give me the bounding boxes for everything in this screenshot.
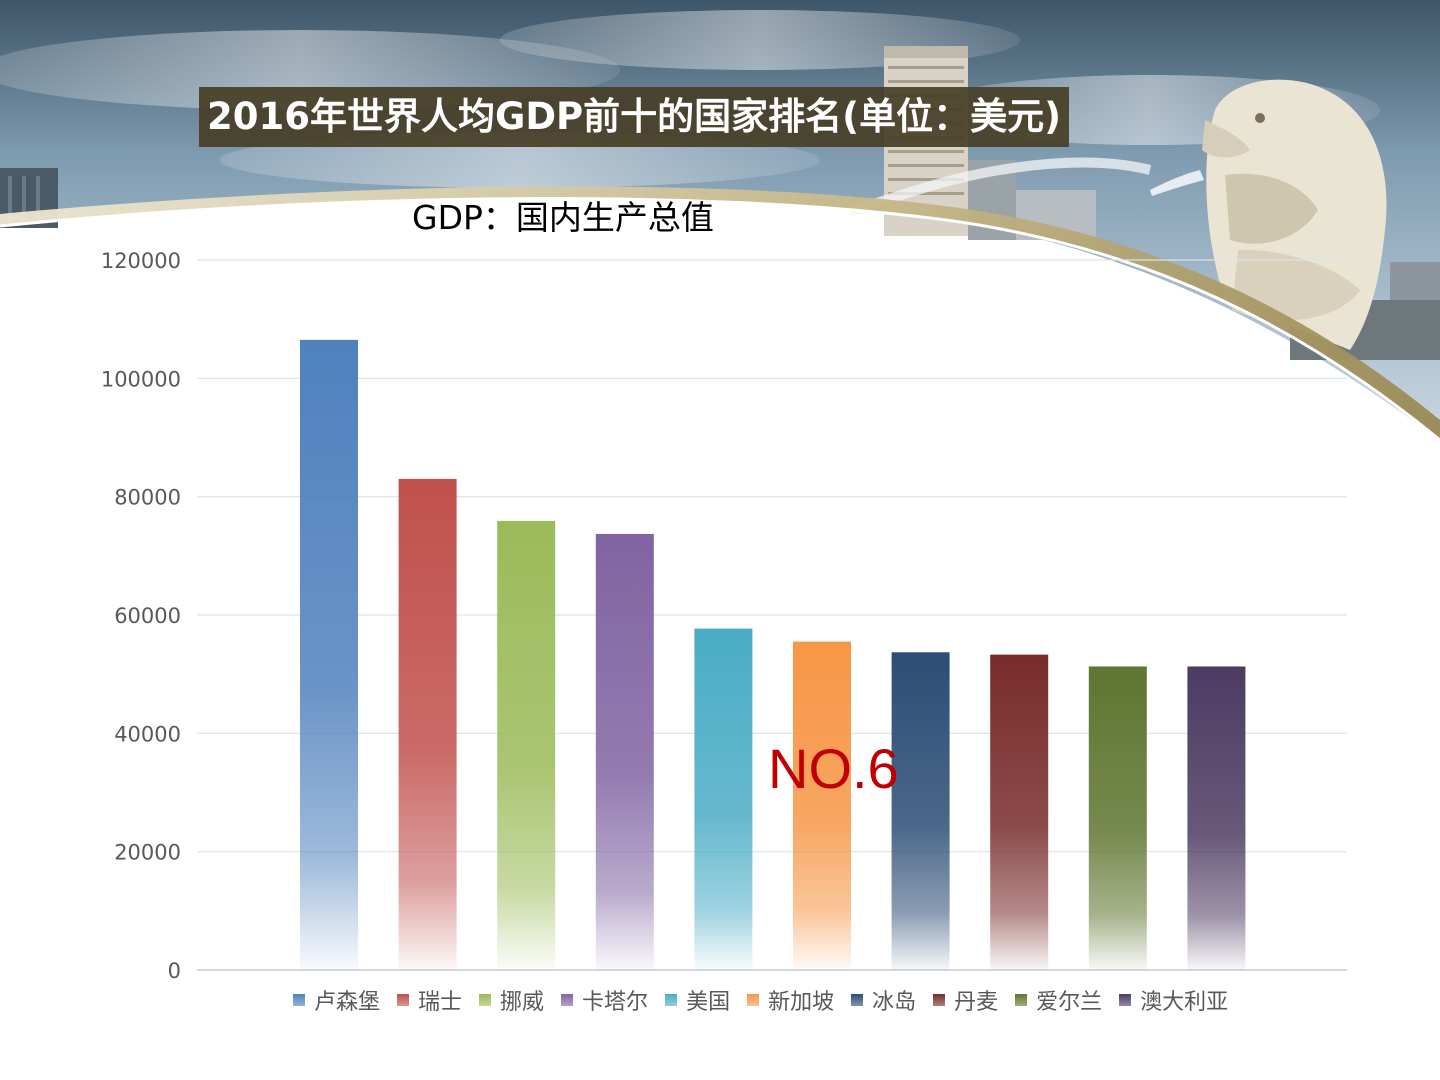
legend-item: 新加坡 xyxy=(747,984,834,1016)
legend-item: 卡塔尔 xyxy=(561,984,648,1016)
legend-label: 丹麦 xyxy=(954,990,999,1015)
legend-label: 卡塔尔 xyxy=(582,990,649,1015)
legend-label: 新加坡 xyxy=(768,990,835,1015)
bar-8 xyxy=(990,654,1049,970)
legend-swatch xyxy=(293,994,305,1006)
y-tick-label: 80000 xyxy=(114,486,181,510)
y-tick-label: 20000 xyxy=(114,841,181,865)
legend-item: 挪威 xyxy=(479,984,544,1016)
bar-5 xyxy=(694,628,753,970)
legend-label: 卢森堡 xyxy=(314,990,381,1015)
background-photo xyxy=(0,0,1440,440)
bar-1 xyxy=(300,339,358,970)
legend-label: 澳大利亚 xyxy=(1140,990,1229,1015)
highlight-rank-label: NO.6 xyxy=(768,737,899,800)
legend-item: 冰岛 xyxy=(851,984,916,1016)
chart-legend: 卢森堡 瑞士 挪威 卡塔尔 美国 新加坡 冰岛 丹麦 爱尔兰 澳大利亚 xyxy=(293,984,1245,1016)
bar-10 xyxy=(1187,666,1246,970)
chart-gridlines xyxy=(197,259,1347,971)
decorative-swoosh xyxy=(0,186,1440,442)
chart-bars xyxy=(300,339,1246,970)
legend-item: 卢森堡 xyxy=(293,984,380,1016)
y-tick-label: 0 xyxy=(168,959,181,983)
bar-3 xyxy=(497,520,556,970)
y-axis-ticks: 0 20000 40000 60000 80000 100000 120000 xyxy=(101,249,181,983)
legend-item: 瑞士 xyxy=(397,984,462,1016)
gdp-bar-chart: 0 20000 40000 60000 80000 100000 120000 xyxy=(101,249,1347,983)
y-tick-label: 120000 xyxy=(101,249,181,273)
slide-title: 2016年世界人均GDP前十的国家排名(单位：美元) xyxy=(199,87,1069,147)
legend-label: 美国 xyxy=(686,990,731,1015)
legend-swatch xyxy=(665,994,678,1006)
y-tick-label: 100000 xyxy=(101,367,181,391)
bar-4 xyxy=(595,533,654,970)
legend-label: 爱尔兰 xyxy=(1036,990,1103,1015)
legend-item: 澳大利亚 xyxy=(1119,984,1228,1016)
legend-swatch xyxy=(397,994,410,1006)
y-tick-label: 40000 xyxy=(114,722,181,746)
legend-item: 丹麦 xyxy=(933,984,998,1016)
legend-swatch xyxy=(479,994,492,1006)
bar-6 xyxy=(793,641,851,970)
legend-item: 美国 xyxy=(665,984,730,1016)
bar-9 xyxy=(1088,666,1147,970)
legend-label: 挪威 xyxy=(500,990,545,1015)
legend-item: 爱尔兰 xyxy=(1015,984,1102,1016)
bar-7 xyxy=(891,652,950,970)
slide-subtitle: GDP：国内生产总值 xyxy=(412,198,714,237)
legend-swatch xyxy=(1015,994,1028,1006)
legend-swatch xyxy=(1119,994,1132,1006)
merlion-statue xyxy=(1150,79,1387,351)
legend-swatch xyxy=(747,994,760,1006)
legend-swatch xyxy=(561,994,574,1006)
legend-swatch xyxy=(933,994,946,1006)
legend-swatch xyxy=(851,994,864,1006)
y-tick-label: 60000 xyxy=(114,604,181,628)
legend-label: 瑞士 xyxy=(418,990,463,1015)
bar-2 xyxy=(398,478,457,970)
legend-label: 冰岛 xyxy=(872,990,917,1015)
